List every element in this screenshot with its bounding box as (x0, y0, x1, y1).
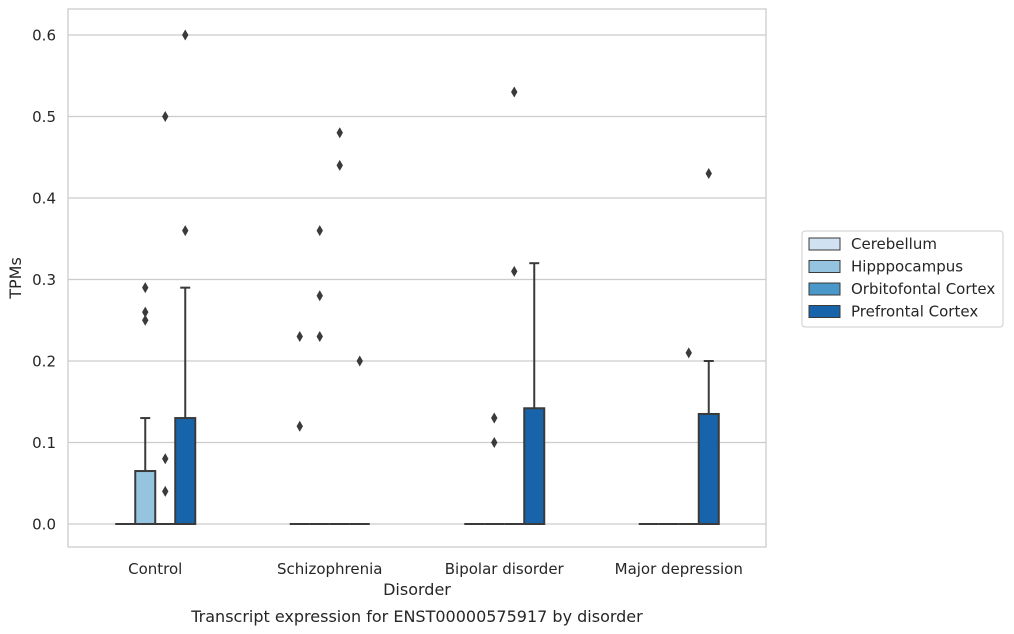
x-tick-label: Bipolar disorder (445, 560, 565, 578)
y-tick-label: 0.6 (32, 27, 56, 45)
y-tick-label: 0.5 (32, 108, 56, 126)
outlier-point (296, 331, 303, 343)
outlier-point (182, 29, 189, 41)
outlier-point (162, 111, 169, 122)
plot-frame (67, 8, 767, 548)
box (523, 407, 546, 525)
outlier-point (316, 290, 323, 302)
box (697, 412, 720, 526)
outlier-point (316, 331, 323, 343)
outlier-point (336, 127, 343, 139)
outlier-point (491, 437, 498, 448)
outlier-point (356, 355, 363, 367)
outlier-point (705, 168, 712, 180)
outlier-point (142, 306, 149, 318)
outlier-point (182, 225, 189, 237)
outlier-point (685, 347, 692, 359)
y-tick-label: 0.3 (32, 271, 56, 289)
plot-background (68, 9, 766, 547)
legend-frame (801, 230, 1004, 328)
x-tick-label: Control (128, 560, 182, 578)
y-tick-label: 0.2 (32, 353, 56, 371)
y-tick-label: 0.0 (32, 516, 56, 534)
outlier-point (142, 282, 149, 294)
outlier-point (162, 453, 169, 465)
legend-label: Cerebellum (851, 235, 937, 253)
series-hipppocampus (134, 225, 679, 525)
legend-label: Prefrontal Cortex (851, 303, 978, 321)
x-tick-label: Schizophrenia (277, 560, 382, 578)
legend: Cerebellum Hipppocampus Orbitofontal Corte… (801, 230, 1004, 328)
x-axis-label: Disorder (383, 580, 451, 599)
y-tick-label: 0.1 (32, 434, 56, 452)
chart-caption: Transcript expression for ENST0000057591… (190, 607, 643, 626)
legend-swatch (808, 282, 841, 296)
y-axis-label: TPMs (6, 257, 25, 300)
box-series (115, 29, 720, 526)
outlier-point (511, 265, 518, 277)
legend-label: Hipppocampus (851, 258, 963, 276)
box (174, 417, 197, 525)
series-orbitofontal-cortex (155, 86, 699, 525)
y-tick-label: 0.4 (32, 190, 56, 208)
outlier-point (336, 159, 343, 171)
outlier-point (316, 225, 323, 237)
outlier-point (162, 485, 169, 497)
box (134, 470, 157, 525)
x-tick-label: Major depression (615, 560, 743, 578)
outlier-point (511, 86, 518, 98)
legend-swatch (808, 260, 841, 273)
legend-label: Orbitofontal Cortex (851, 280, 995, 298)
series-cerebellum (115, 331, 659, 525)
outlier-point (142, 314, 149, 326)
outlier-point (296, 420, 303, 432)
legend-swatch (808, 237, 841, 251)
series-prefrontal-cortex (174, 29, 720, 526)
legend-swatch (808, 305, 841, 318)
y-axis-ticks: 0.0 0.1 0.2 0.3 0.4 0.5 0.6 (32, 27, 56, 534)
outlier-point (491, 412, 498, 424)
x-axis-ticks: Control Schizophrenia Bipolar disorder Majo… (128, 560, 743, 578)
